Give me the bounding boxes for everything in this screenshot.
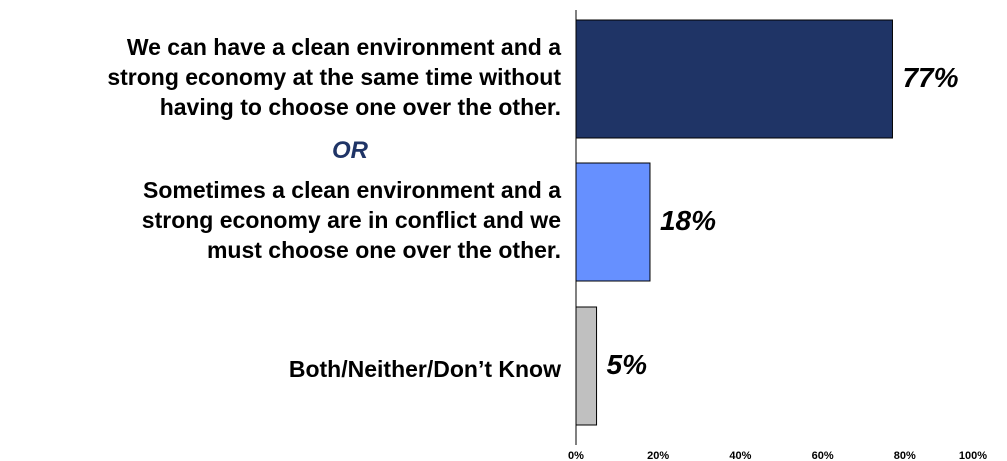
x-tick-label: 60%: [812, 450, 834, 461]
x-axis-ticks: 0% 20% 40% 60% 80% 100%: [568, 450, 987, 461]
bars: [575, 19, 893, 426]
x-tick-label: 40%: [729, 450, 751, 461]
x-tick-label: 100%: [959, 450, 987, 461]
category-label-3: Both/Neither/Don’t Know: [288, 356, 561, 382]
category-label-1: We can have a clean environment and a st…: [107, 34, 561, 120]
value-label-3: 5%: [606, 349, 648, 380]
bar-2: [575, 162, 651, 282]
or-separator: OR: [332, 137, 368, 164]
value-label-2: 18%: [659, 205, 717, 236]
category-label-2: Sometimes a clean environment and a stro…: [141, 177, 561, 263]
bar-3: [575, 306, 598, 426]
x-tick-label: 20%: [647, 450, 669, 461]
bar-1: [575, 19, 893, 139]
x-tick-label: 80%: [894, 450, 916, 461]
x-tick-label: 0%: [568, 450, 584, 461]
value-label-1: 77%: [902, 62, 959, 93]
